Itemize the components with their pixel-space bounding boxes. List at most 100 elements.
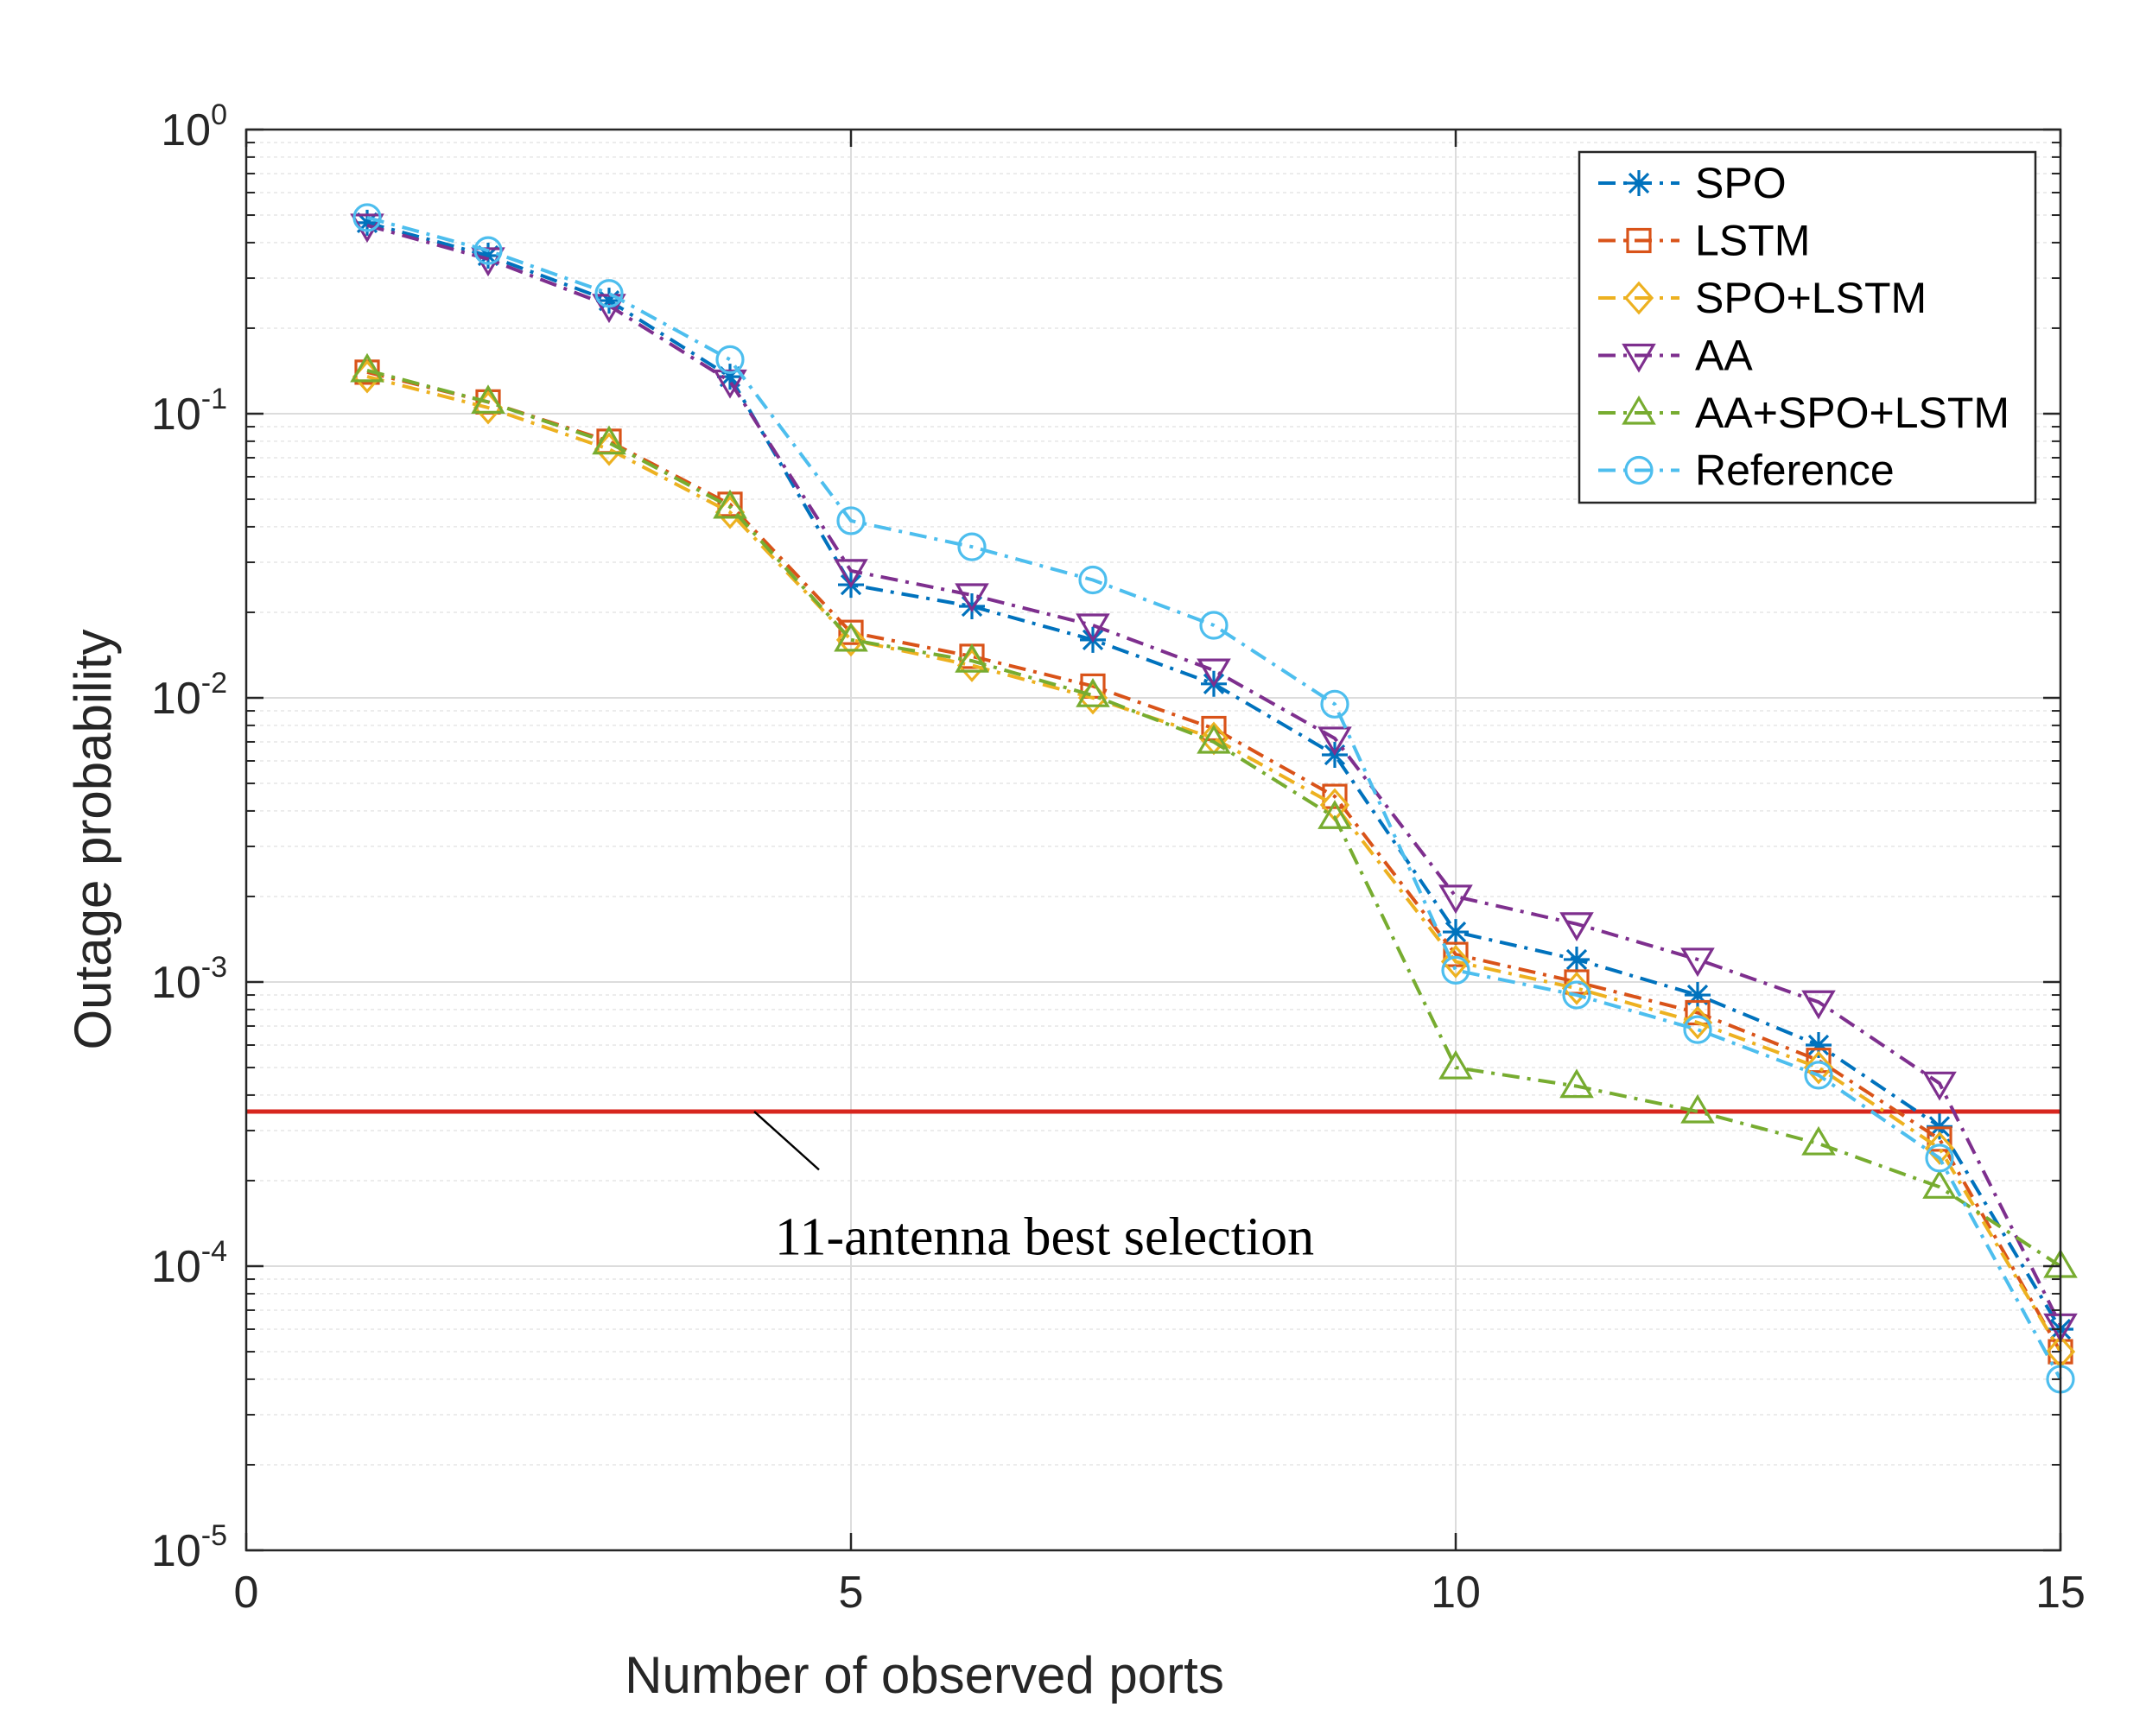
marker-circle-point bbox=[1320, 689, 1349, 719]
marker-circle-point bbox=[1804, 1061, 1833, 1090]
x-tick-label: 15 bbox=[2035, 1568, 2086, 1618]
marker-diamond-point bbox=[1561, 971, 1592, 1005]
series-group bbox=[350, 203, 2078, 1394]
marker-triangle-down-point bbox=[1680, 947, 1715, 978]
marker-asterisk-point bbox=[596, 288, 622, 314]
legend-label: SPO bbox=[1695, 159, 1787, 207]
annotation-text: 11-antenna best selection bbox=[775, 1207, 1314, 1266]
marker-diamond-point bbox=[1803, 1050, 1834, 1085]
marker-circle-point bbox=[352, 203, 382, 232]
marker-triangle-up-point bbox=[1559, 1068, 1594, 1099]
series-line bbox=[366, 215, 2062, 1380]
legend-label: AA+SPO+LSTM bbox=[1695, 389, 2009, 437]
marker-square-point bbox=[1201, 715, 1227, 742]
marker-diamond-point bbox=[1924, 1131, 1955, 1165]
series-line bbox=[366, 368, 2062, 1268]
marker-triangle-up-point bbox=[1438, 1049, 1473, 1080]
marker-triangle-down-point bbox=[1801, 990, 1836, 1020]
legend-item: Reference bbox=[1598, 447, 1895, 495]
plot-frame bbox=[244, 128, 2062, 1552]
marker-triangle-up-point bbox=[471, 384, 505, 414]
marker-asterisk-point bbox=[1564, 946, 1590, 973]
x-tick-label: 5 bbox=[839, 1568, 864, 1618]
marker-asterisk-point bbox=[354, 209, 380, 236]
marker-circle-legend bbox=[1624, 455, 1654, 485]
marker-triangle-up-point bbox=[1922, 1169, 1957, 1199]
marker-square-point bbox=[838, 619, 864, 645]
marker-asterisk-point bbox=[1685, 982, 1711, 1009]
marker-triangle-up-point bbox=[350, 352, 384, 383]
marker-circle-point bbox=[1925, 1144, 1954, 1173]
legend-item: SPO bbox=[1598, 159, 1787, 207]
y-tick-label: 10-5 bbox=[151, 1519, 227, 1576]
marker-triangle-up-point bbox=[1197, 724, 1231, 754]
minor-grid bbox=[246, 142, 2060, 1466]
marker-square-point bbox=[1443, 941, 1469, 967]
marker-diamond-legend bbox=[1623, 281, 1654, 315]
marker-triangle-up-point bbox=[1680, 1093, 1715, 1124]
marker-circle-point bbox=[1441, 955, 1470, 985]
marker-square-point bbox=[1806, 1048, 1832, 1074]
marker-asterisk-legend bbox=[1626, 170, 1652, 196]
series-line bbox=[366, 220, 2062, 1331]
marker-asterisk-point bbox=[1443, 919, 1469, 946]
y-tick-label: 10-2 bbox=[151, 667, 227, 724]
marker-triangle-down-point bbox=[1317, 726, 1352, 757]
marker-square-point bbox=[1322, 783, 1348, 809]
marker-circle-point bbox=[957, 532, 987, 561]
y-tick-label: 100 bbox=[161, 98, 227, 155]
legend-item: AA+SPO+LSTM bbox=[1598, 389, 2009, 437]
marker-triangle-up-point bbox=[592, 425, 626, 455]
marker-triangle-up-point bbox=[713, 489, 747, 519]
marker-triangle-up-point bbox=[955, 643, 989, 673]
legend-item: AA bbox=[1598, 332, 1753, 380]
marker-diamond-point bbox=[1440, 944, 1471, 979]
marker-triangle-down-point bbox=[1559, 912, 1594, 942]
marker-circle-point bbox=[1078, 565, 1108, 595]
legend-box bbox=[1578, 150, 2037, 504]
marker-triangle-down-point bbox=[834, 559, 868, 589]
x-tick-label: 0 bbox=[234, 1568, 259, 1618]
marker-triangle-up-point bbox=[834, 622, 868, 652]
y-tick-label: 10-3 bbox=[151, 951, 227, 1008]
marker-triangle-down-point bbox=[1197, 658, 1231, 688]
marker-asterisk-point bbox=[1806, 1031, 1832, 1058]
legend: SPO LSTM SPO+LSTM AA AA+SPO+LSTM Reference bbox=[1578, 150, 2037, 504]
marker-circle-point bbox=[473, 236, 503, 265]
marker-asterisk-point bbox=[717, 364, 743, 390]
marker-square-point bbox=[1564, 969, 1590, 995]
marker-triangle-down-point bbox=[713, 369, 747, 399]
marker-circle-point bbox=[1562, 980, 1591, 1010]
marker-asterisk-point bbox=[475, 242, 501, 269]
marker-square-legend bbox=[1626, 227, 1652, 254]
series-line bbox=[366, 224, 2062, 1327]
x-tick-label: 10 bbox=[1431, 1568, 1481, 1618]
marker-triangle-up-point bbox=[1317, 800, 1352, 829]
marker-triangle-up-legend bbox=[1622, 395, 1656, 425]
legend-label: AA bbox=[1695, 332, 1753, 380]
legend-item: LSTM bbox=[1598, 217, 1810, 265]
series-aa-spo-lstm bbox=[350, 352, 2078, 1278]
marker-diamond-point bbox=[835, 623, 867, 657]
marker-triangle-up-point bbox=[1076, 678, 1110, 707]
y-tick-label: 10-1 bbox=[151, 383, 227, 440]
legend-item: SPO+LSTM bbox=[1598, 274, 1927, 322]
annotation-group: 11-antenna best selection bbox=[753, 1111, 1314, 1266]
legend-label: LSTM bbox=[1695, 217, 1810, 265]
annotation-leader-line bbox=[753, 1111, 820, 1171]
y-axis-label: Outage probability bbox=[64, 630, 122, 1050]
x-axis-label: Number of observed ports bbox=[625, 1646, 1224, 1704]
marker-triangle-down-point bbox=[955, 583, 989, 613]
legend-label: Reference bbox=[1695, 447, 1895, 495]
marker-asterisk-point bbox=[959, 592, 985, 619]
series-reference bbox=[352, 203, 2075, 1394]
marker-triangle-down-legend bbox=[1622, 343, 1656, 373]
y-tick-labels: 100 10-1 10-2 10-3 10-4 10-5 bbox=[151, 98, 227, 1576]
axis-ticks bbox=[244, 128, 2062, 1552]
marker-circle-point bbox=[1683, 1015, 1712, 1044]
marker-triangle-down-point bbox=[1922, 1071, 1957, 1101]
marker-triangle-up-point bbox=[1801, 1125, 1836, 1156]
series-line bbox=[366, 375, 2062, 1353]
marker-triangle-down-point bbox=[1438, 884, 1473, 915]
